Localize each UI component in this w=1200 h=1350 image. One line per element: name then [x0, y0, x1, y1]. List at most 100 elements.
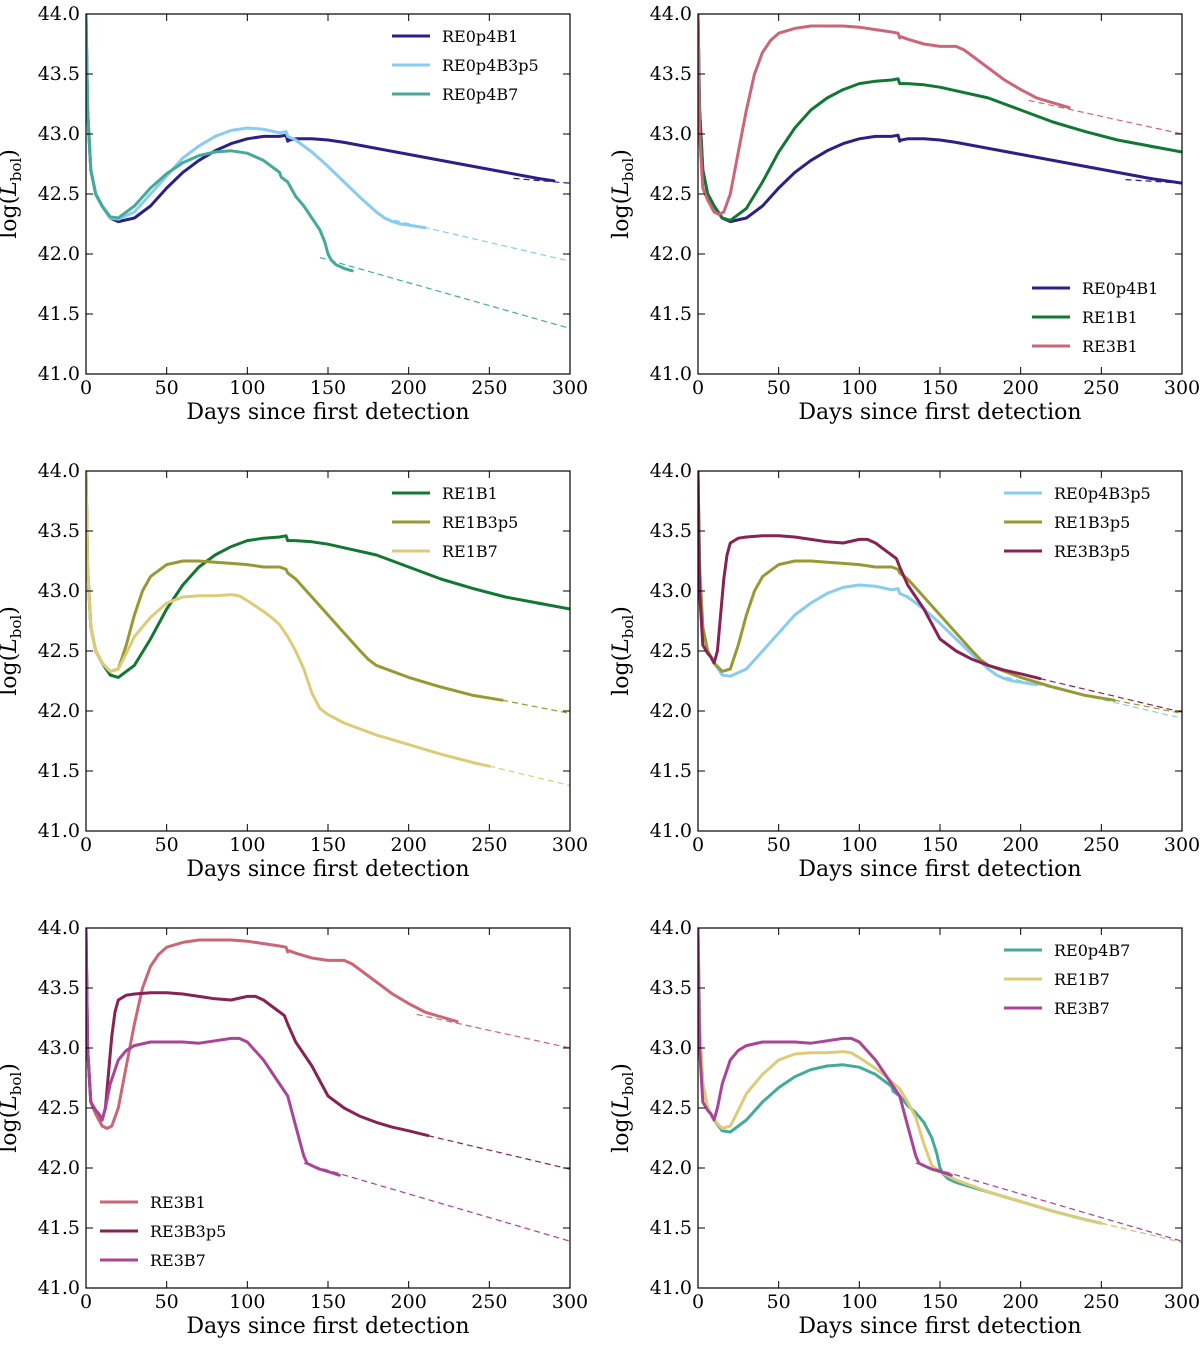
legend-label-RE3B7: RE3B7	[1054, 999, 1110, 1018]
x-tick-label: 300	[1164, 1291, 1200, 1313]
y-tick-label: 41.5	[38, 760, 80, 782]
series-extrapolation-RE0p4B7	[319, 257, 570, 329]
y-tick-label: 44.0	[650, 3, 692, 25]
chart-panel-5: 0 50 100 150 200 250 300 41.0 41.5 42.0 42.5 43.0 43…	[0, 917, 588, 1339]
x-axis-label: Days since first detection	[186, 1314, 469, 1339]
y-tick-label: 42.5	[650, 183, 692, 205]
x-tick-label: 150	[310, 377, 346, 399]
x-tick-label: 150	[922, 834, 958, 856]
series-line-RE1B1	[698, 14, 1182, 222]
x-tick-label: 0	[80, 377, 92, 399]
x-tick-label: 100	[841, 834, 877, 856]
x-tick-label: 0	[80, 1291, 92, 1313]
y-tick-label: 44.0	[650, 460, 692, 482]
y-tick-label: 42.0	[38, 1157, 80, 1179]
y-axis-label: log(Lbol)	[609, 149, 637, 239]
x-tick-label: 100	[841, 377, 877, 399]
x-tick-label: 200	[391, 377, 427, 399]
series-extrapolation-RE3B3p5	[427, 1135, 570, 1170]
y-tick-label: 43.5	[650, 520, 692, 542]
legend-label-RE0p4B3p5: RE0p4B3p5	[1054, 484, 1151, 503]
legend: RE3B1 RE3B3p5 RE3B7	[100, 1193, 226, 1270]
x-tick-label: 100	[229, 1291, 265, 1313]
x-tick-label: 0	[80, 834, 92, 856]
x-axis-label: Days since first detection	[798, 400, 1081, 425]
x-tick-label: 150	[922, 377, 958, 399]
series-extrapolation-RE3B1	[1028, 99, 1182, 135]
series-line-RE3B1	[86, 928, 459, 1130]
x-tick-label: 300	[1164, 834, 1200, 856]
y-tick-label: 41.5	[650, 760, 692, 782]
legend-label-RE3B3p5: RE3B3p5	[150, 1222, 226, 1241]
y-axis-label: log(Lbol)	[609, 606, 637, 696]
x-tick-label: 250	[471, 834, 507, 856]
y-tick-label: 42.0	[38, 243, 80, 265]
x-tick-label: 50	[155, 377, 179, 399]
series-line-RE3B3p5	[698, 471, 1042, 681]
x-tick-label: 250	[1083, 1291, 1119, 1313]
series-group	[86, 928, 570, 1242]
y-tick-label: 42.0	[38, 700, 80, 722]
legend-label-RE3B7: RE3B7	[150, 1251, 206, 1270]
x-axis-label: Days since first detection	[798, 857, 1081, 882]
y-tick-label: 43.5	[650, 977, 692, 999]
y-tick-label: 41.0	[650, 820, 692, 842]
x-tick-label: 200	[391, 834, 427, 856]
legend: RE0p4B3p5 RE1B3p5 RE3B3p5	[1004, 484, 1151, 561]
series-line-RE0p4B7	[86, 14, 354, 273]
series-line-RE0p4B3p5	[698, 471, 1039, 687]
x-tick-label: 100	[841, 1291, 877, 1313]
legend-label-RE0p4B7: RE0p4B7	[1054, 941, 1130, 960]
x-tick-label: 0	[692, 1291, 704, 1313]
series-line-RE1B7	[698, 928, 1103, 1225]
x-tick-label: 150	[310, 1291, 346, 1313]
x-tick-label: 0	[692, 834, 704, 856]
series-extrapolation-RE3B1	[416, 1013, 570, 1049]
legend-label-RE1B3p5: RE1B3p5	[442, 513, 518, 532]
y-tick-label: 41.0	[38, 363, 80, 385]
legend-label-RE1B1: RE1B1	[1082, 308, 1138, 327]
x-tick-label: 250	[471, 1291, 507, 1313]
series-line-RE3B3p5	[86, 928, 430, 1138]
series-group	[698, 471, 1182, 719]
x-axis-label: Days since first detection	[186, 857, 469, 882]
y-tick-label: 41.0	[38, 1277, 80, 1299]
y-axis-label: log(Lbol)	[0, 606, 25, 696]
x-tick-label: 300	[552, 1291, 588, 1313]
series-line-RE0p4B3p5	[86, 14, 427, 230]
legend-label-RE3B1: RE3B1	[1082, 337, 1138, 356]
series-line-RE3B7	[698, 928, 953, 1177]
series-extrapolation-RE1B7	[1101, 1222, 1182, 1243]
y-tick-label: 43.0	[38, 580, 80, 602]
y-tick-label: 42.5	[650, 1097, 692, 1119]
series-extrapolation-RE1B3p5	[1114, 699, 1182, 714]
legend-label-RE0p4B1: RE0p4B1	[442, 27, 518, 46]
series-line-RE1B3p5	[698, 471, 1116, 702]
x-tick-label: 100	[229, 834, 265, 856]
x-tick-label: 100	[229, 377, 265, 399]
y-tick-label: 42.5	[38, 1097, 80, 1119]
y-tick-label: 41.5	[38, 303, 80, 325]
series-line-RE0p4B7	[698, 928, 1103, 1225]
legend-label-RE0p4B3p5: RE0p4B3p5	[442, 56, 539, 75]
series-group	[86, 471, 570, 786]
y-tick-label: 42.0	[650, 1157, 692, 1179]
y-tick-label: 43.5	[38, 977, 80, 999]
x-tick-label: 200	[1003, 834, 1039, 856]
y-tick-label: 42.0	[650, 243, 692, 265]
x-tick-label: 50	[767, 834, 791, 856]
y-axis-label: log(Lbol)	[0, 1063, 25, 1153]
series-group	[698, 14, 1182, 224]
y-tick-label: 41.0	[38, 820, 80, 842]
series-extrapolation-RE1B7	[489, 765, 570, 786]
y-tick-label: 42.5	[38, 640, 80, 662]
x-tick-label: 150	[922, 1291, 958, 1313]
y-tick-label: 41.0	[650, 1277, 692, 1299]
x-tick-label: 300	[552, 377, 588, 399]
legend-label-RE0p4B7: RE0p4B7	[442, 85, 518, 104]
legend: RE0p4B1 RE0p4B3p5 RE0p4B7	[392, 27, 539, 104]
legend-label-RE1B7: RE1B7	[442, 542, 498, 561]
chart-panel-3: 0 50 100 150 200 250 300 41.0 41.5 42.0 42.5 43.0 43…	[0, 460, 588, 882]
series-extrapolation-RE3B3p5	[1039, 678, 1182, 713]
